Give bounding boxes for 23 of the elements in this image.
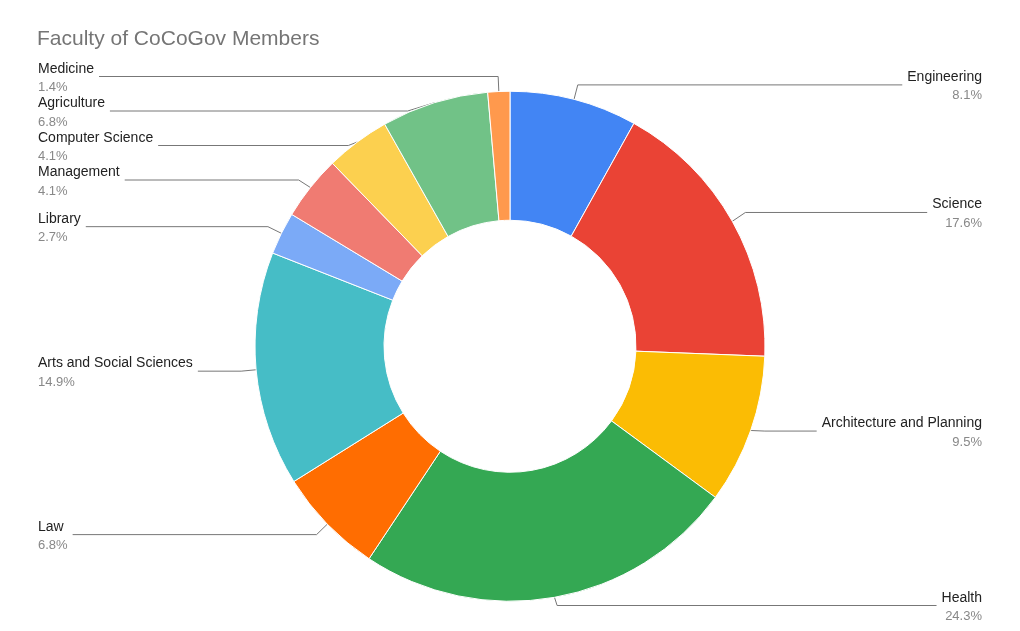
slice-label: Arts and Social Sciences [38, 354, 193, 371]
data-label: 4.1% [38, 182, 69, 198]
data-label: 8.1% [952, 87, 983, 103]
data-label: 14.9% [38, 373, 76, 389]
slice-label: Library [38, 209, 81, 226]
slice-label: Computer Science [38, 128, 154, 145]
chart-title: Faculty of CoCoGov Members [37, 26, 320, 49]
slice-label: Agriculture [38, 94, 106, 111]
slice-label: Medicine [38, 59, 95, 76]
data-label: 24.3% [945, 608, 983, 623]
data-label: 1.4% [38, 79, 69, 95]
slice-label: Health [941, 588, 982, 605]
slice-label: Architecture and Planning [821, 414, 982, 431]
slice-label: Science [932, 195, 983, 212]
slice-label: Law [38, 517, 65, 534]
data-label: 6.8% [38, 113, 69, 129]
data-label: 9.5% [952, 433, 983, 449]
data-label: 6.8% [38, 537, 69, 553]
slice-label: Management [38, 163, 120, 180]
data-label: 4.1% [38, 148, 69, 164]
data-label: 17.6% [945, 214, 983, 230]
slice-label: Engineering [907, 67, 982, 84]
data-label: 2.7% [38, 229, 69, 245]
